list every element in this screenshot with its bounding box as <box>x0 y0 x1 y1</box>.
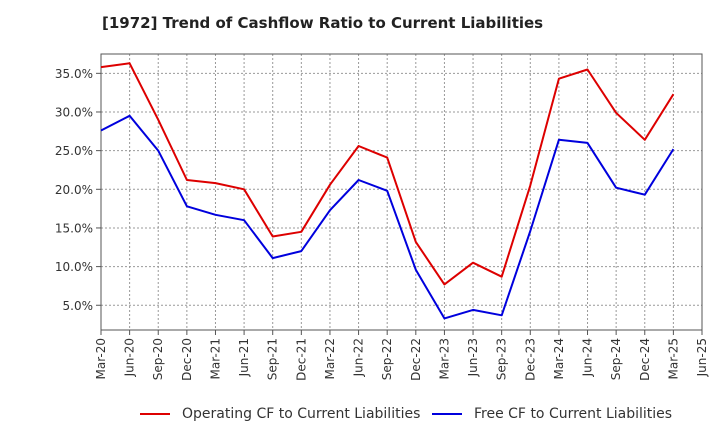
legend-item-operating-cf: Operating CF to Current Liabilities <box>140 404 420 424</box>
x-tick-label: Sep-22 <box>380 338 394 380</box>
axes <box>96 53 703 335</box>
x-tick-label: Jun-22 <box>352 338 366 377</box>
series-lines <box>100 62 675 320</box>
tick-labels: 5.0% 10.0% 15.0% 20.0% 25.0% 30.0% 35.0% Mar-20… <box>55 67 709 381</box>
legend-item-free-cf: Free CF to Current Liabilities <box>432 404 672 424</box>
x-tick-label: Mar-21 <box>208 338 222 379</box>
x-tick-label: Dec-23 <box>523 338 537 381</box>
plot-background <box>101 54 702 330</box>
legend-swatch-free-cf <box>432 413 462 415</box>
x-tick-label: Jun-23 <box>466 338 480 377</box>
x-tick-label: Dec-21 <box>294 338 308 381</box>
legend-label-operating-cf: Operating CF to Current Liabilities <box>182 406 421 422</box>
series-line-free-cf <box>100 114 675 320</box>
x-tick-label: Mar-22 <box>323 338 337 379</box>
x-tick-label: Mar-25 <box>666 338 680 379</box>
x-tick-label: Mar-24 <box>552 338 566 379</box>
x-tick-label: Dec-22 <box>409 338 423 381</box>
x-tick-label: Sep-21 <box>266 338 280 380</box>
x-tick-label: Jun-25 <box>695 338 709 377</box>
x-tick-label: Sep-24 <box>609 338 623 380</box>
y-tick-label: 15.0% <box>55 221 93 235</box>
y-tick-label: 30.0% <box>55 105 93 119</box>
x-tick-label: Sep-23 <box>495 338 509 380</box>
x-tick-label: Dec-24 <box>638 338 652 381</box>
x-tick-label: Dec-20 <box>180 338 194 381</box>
x-tick-label: Sep-20 <box>151 338 165 380</box>
x-tick-label: Jun-24 <box>581 338 595 377</box>
y-tick-label: 35.0% <box>55 67 93 81</box>
x-tick-label: Jun-20 <box>123 338 137 377</box>
series-line-operating-cf <box>100 62 675 286</box>
y-tick-label: 20.0% <box>55 183 93 197</box>
y-tick-label: 10.0% <box>55 260 93 274</box>
x-tick-label: Mar-23 <box>437 338 451 379</box>
legend-swatch-operating-cf <box>140 413 170 415</box>
x-tick-label: Mar-20 <box>94 338 108 379</box>
plot-frame <box>100 53 703 331</box>
x-tick-label: Jun-21 <box>237 338 251 377</box>
chart-title: [1972] Trend of Cashflow Ratio to Curren… <box>102 14 544 32</box>
legend-label-free-cf: Free CF to Current Liabilities <box>474 406 673 422</box>
y-tick-label: 5.0% <box>63 299 94 313</box>
y-tick-label: 25.0% <box>55 144 93 158</box>
